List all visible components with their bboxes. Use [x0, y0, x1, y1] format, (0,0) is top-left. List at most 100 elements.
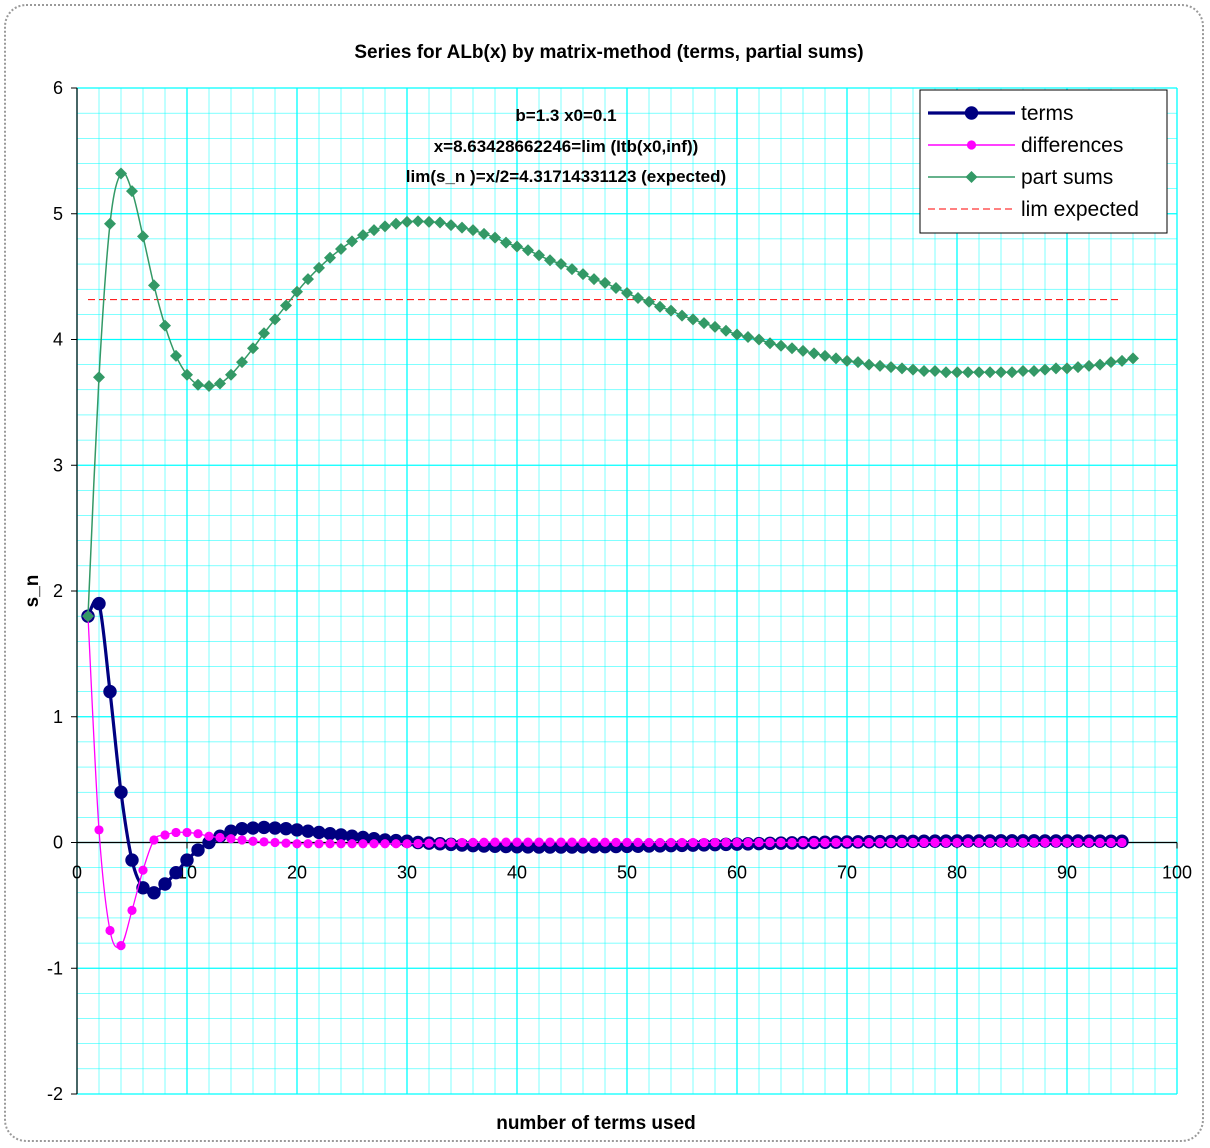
- data-point-terms: [125, 853, 139, 867]
- data-point-part-sums: [313, 261, 325, 274]
- data-point-differences: [864, 837, 874, 848]
- legend-label: part sums: [1021, 166, 1113, 189]
- y-tick-label: 1: [53, 707, 63, 727]
- data-point-differences: [457, 837, 467, 848]
- data-point-differences: [545, 837, 555, 847]
- legend-marker: [965, 171, 978, 183]
- data-point-part-sums: [742, 330, 754, 343]
- x-axis-label: number of terms used: [496, 1113, 696, 1134]
- data-point-differences: [435, 838, 445, 848]
- x-tick-label: 30: [397, 863, 417, 883]
- data-point-differences: [908, 837, 918, 848]
- data-point-part-sums: [566, 263, 578, 276]
- data-point-part-sums: [577, 268, 589, 281]
- data-point-part-sums: [698, 317, 710, 330]
- data-point-differences: [1084, 837, 1094, 848]
- legend-label: terms: [1021, 102, 1074, 125]
- data-point-part-sums: [731, 328, 743, 341]
- data-point-differences: [644, 837, 654, 848]
- data-point-part-sums: [236, 356, 248, 369]
- data-point-part-sums: [819, 349, 831, 362]
- data-point-part-sums: [258, 327, 270, 340]
- legend-item-differences: differences: [928, 134, 1123, 157]
- data-point-differences: [479, 837, 489, 847]
- data-point-part-sums: [456, 221, 468, 234]
- data-point-differences: [171, 827, 181, 838]
- y-tick-label: -1: [47, 958, 63, 978]
- data-point-part-sums: [104, 217, 116, 230]
- data-point-part-sums: [401, 215, 413, 228]
- data-point-differences: [963, 837, 973, 848]
- data-point-part-sums: [1072, 361, 1084, 374]
- data-point-differences: [127, 905, 137, 916]
- data-point-terms: [301, 824, 315, 838]
- data-point-differences: [567, 837, 577, 847]
- data-point-part-sums: [918, 364, 930, 377]
- data-point-part-sums: [214, 377, 226, 390]
- data-point-part-sums: [665, 304, 677, 317]
- data-point-part-sums: [181, 368, 193, 381]
- data-point-differences: [721, 837, 731, 848]
- data-point-differences: [248, 836, 258, 846]
- data-point-terms: [114, 785, 128, 799]
- legend-item-lim-expected: lim expected: [928, 198, 1139, 221]
- data-point-differences: [402, 839, 412, 849]
- data-point-differences: [688, 837, 698, 848]
- data-point-part-sums: [434, 216, 446, 229]
- data-point-differences: [501, 837, 511, 847]
- data-point-part-sums: [1006, 366, 1018, 379]
- data-point-part-sums: [676, 309, 688, 322]
- data-point-part-sums: [544, 254, 556, 267]
- data-point-differences: [886, 837, 896, 848]
- legend-marker: [966, 140, 977, 150]
- data-point-differences: [798, 837, 808, 848]
- data-point-terms: [191, 843, 205, 857]
- y-axis-label: s_n: [22, 575, 43, 608]
- data-point-part-sums: [522, 244, 534, 257]
- data-point-part-sums: [478, 227, 490, 240]
- data-point-differences: [600, 837, 610, 847]
- y-tick-label: 6: [53, 78, 63, 98]
- series-part-sums: [82, 167, 1139, 623]
- data-point-part-sums: [632, 292, 644, 305]
- data-point-part-sums: [280, 299, 292, 312]
- data-point-terms: [147, 886, 161, 900]
- data-point-part-sums: [1116, 354, 1128, 367]
- data-point-part-sums: [896, 362, 908, 375]
- data-point-part-sums: [368, 224, 380, 237]
- data-point-part-sums: [533, 249, 545, 262]
- data-point-differences: [622, 837, 632, 847]
- data-point-part-sums: [929, 364, 941, 377]
- data-point-differences: [710, 837, 720, 848]
- data-point-part-sums: [82, 610, 94, 623]
- data-point-part-sums: [599, 276, 611, 289]
- data-point-part-sums: [907, 363, 919, 376]
- data-point-differences: [523, 837, 533, 847]
- data-point-part-sums: [1083, 359, 1095, 372]
- data-point-differences: [809, 837, 819, 848]
- data-point-differences: [105, 925, 115, 936]
- data-point-differences: [358, 839, 368, 849]
- data-point-part-sums: [1105, 356, 1117, 369]
- data-point-part-sums: [379, 220, 391, 233]
- data-point-terms: [323, 826, 337, 841]
- data-point-differences: [853, 837, 863, 848]
- data-point-differences: [754, 837, 764, 848]
- data-point-part-sums: [962, 366, 974, 379]
- data-point-part-sums: [203, 380, 215, 393]
- data-point-differences: [952, 837, 962, 848]
- data-point-part-sums: [489, 231, 501, 244]
- data-point-part-sums: [973, 366, 985, 379]
- y-tick-label: 4: [53, 330, 63, 350]
- data-point-differences: [1018, 837, 1028, 848]
- data-point-part-sums: [951, 366, 963, 379]
- data-point-differences: [930, 837, 940, 848]
- data-point-differences: [611, 837, 621, 847]
- data-point-part-sums: [643, 295, 655, 308]
- data-point-differences: [182, 827, 192, 838]
- data-point-differences: [1062, 837, 1072, 848]
- legend-item-part-sums: part sums: [928, 166, 1113, 189]
- data-point-differences: [655, 837, 665, 848]
- data-point-differences: [677, 837, 687, 848]
